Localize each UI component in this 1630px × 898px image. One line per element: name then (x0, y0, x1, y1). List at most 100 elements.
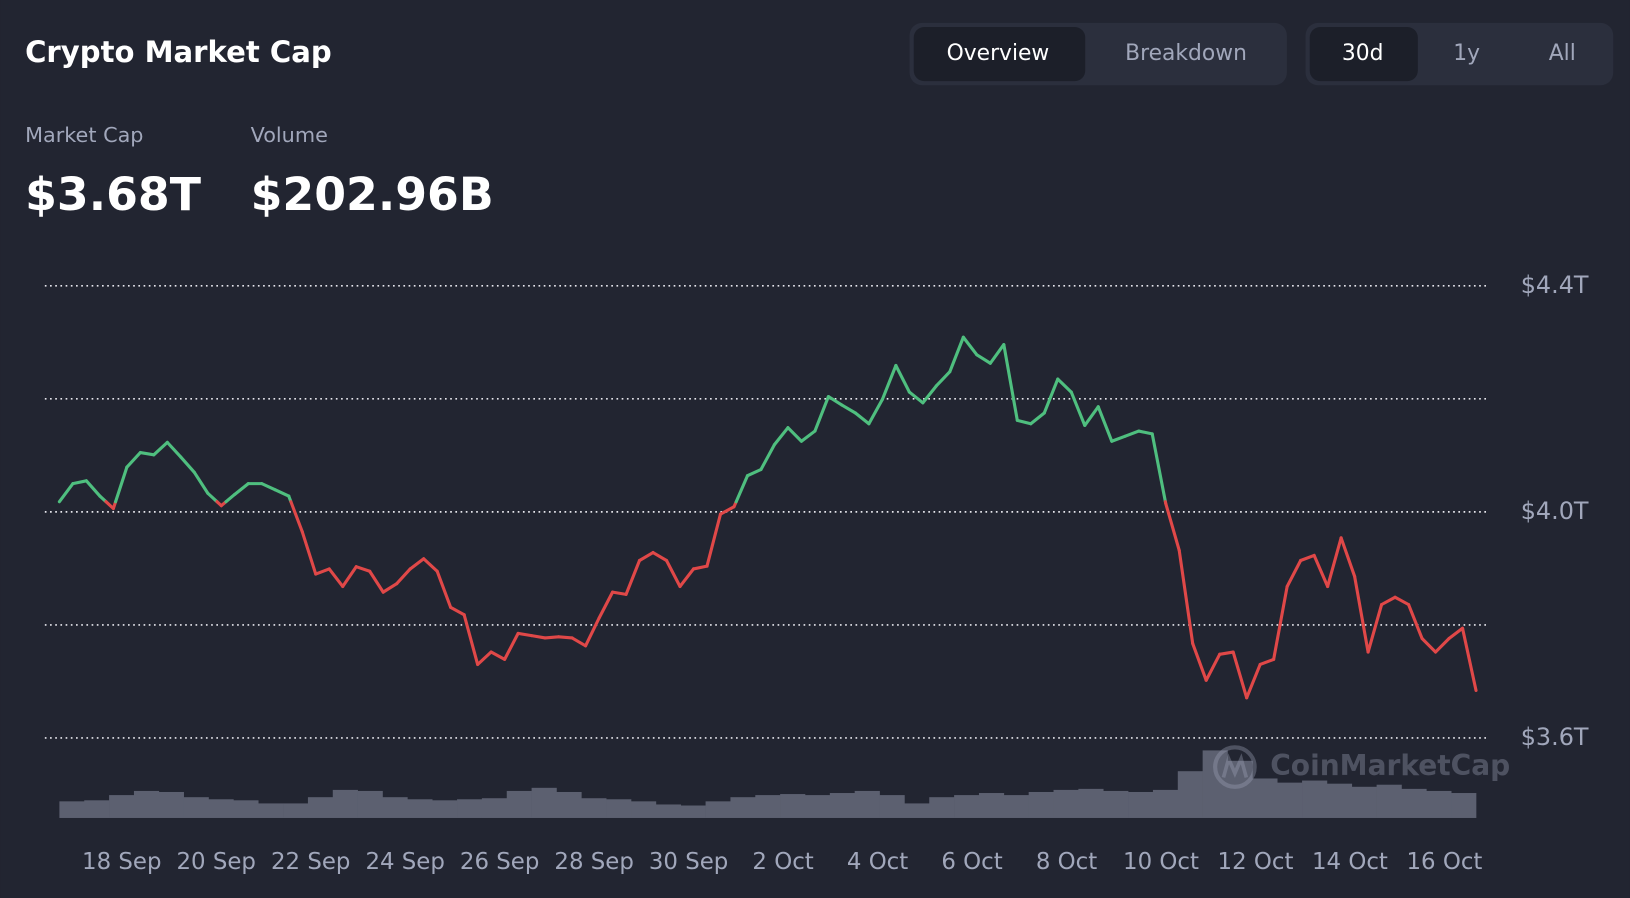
line-segment (1420, 636, 1438, 654)
line-segment (651, 551, 669, 563)
x-tick-label: 22 Sep (271, 849, 350, 875)
volume-bar (1053, 789, 1079, 818)
line-segment (1231, 650, 1249, 700)
range-button[interactable]: All (1549, 41, 1576, 66)
line-segment (637, 551, 655, 563)
volume-bar (705, 801, 731, 818)
line-segment (1366, 603, 1384, 654)
line-segment (1191, 642, 1208, 682)
line-segment (192, 470, 210, 495)
line-segment (867, 397, 884, 426)
volume-bar (1202, 750, 1228, 818)
volume-bar (1177, 771, 1203, 818)
volume-bar (1152, 789, 1179, 818)
line-segment (381, 582, 399, 594)
volume-bar (457, 799, 483, 818)
line-segment (516, 631, 534, 638)
line-segment (1002, 343, 1019, 422)
line-segment (907, 390, 925, 405)
range-button[interactable]: 1y (1453, 41, 1480, 66)
line-segment (354, 565, 372, 573)
plot: $3.6T $4.0T $4.4T 18 Sep 20 Sep 22 Sep 24 Sep 2… (44, 271, 1589, 875)
stat-label: Market Cap (25, 123, 143, 147)
line-segment (1110, 434, 1127, 443)
volume-bar (1103, 790, 1129, 818)
volume-bar (780, 794, 806, 818)
line-segment (961, 335, 979, 357)
volume-bar (59, 801, 85, 818)
line-segment (84, 479, 102, 498)
volume-bar (929, 797, 955, 818)
line-segment (1312, 553, 1330, 589)
volume-bar (158, 791, 184, 818)
line-segment (1326, 536, 1343, 589)
volume-bar (606, 799, 632, 818)
line-segment (1218, 650, 1235, 656)
tab[interactable]: Overview (947, 41, 1050, 66)
title: Crypto Market Cap (25, 35, 332, 69)
line-segment (584, 616, 601, 648)
volume-bar (133, 790, 160, 818)
line-segment (610, 590, 628, 596)
line-segment (1164, 501, 1181, 552)
watermark-logo (1213, 745, 1257, 789)
line-segment (1393, 595, 1411, 607)
line-segment (1285, 558, 1303, 589)
volume-bar (258, 803, 284, 818)
line-segment (114, 465, 129, 504)
volume-bar (1326, 783, 1353, 818)
line-segment (368, 569, 385, 594)
volume-bar (481, 798, 508, 818)
line-segment (975, 353, 992, 365)
line-segment (1096, 405, 1114, 443)
line-segment (894, 363, 911, 394)
volume-bar (904, 803, 930, 818)
volume-bar (283, 803, 309, 818)
line-segment (314, 567, 331, 576)
volume-bar (680, 805, 706, 818)
volume-bar (506, 790, 532, 818)
line-segment (1150, 432, 1167, 504)
tab[interactable]: Breakdown (1125, 41, 1247, 66)
volume-bar (1401, 788, 1427, 818)
line-segment (597, 590, 615, 620)
volume-bar (382, 797, 408, 818)
x-tick-label: 16 Oct (1406, 849, 1482, 875)
volume-bar (307, 797, 334, 818)
line-segment (1056, 377, 1073, 394)
x-tick-label: 20 Sep (177, 849, 256, 875)
x-tick-label: 6 Oct (941, 849, 1002, 875)
x-tick-label: 28 Sep (554, 849, 633, 875)
volume-bar (183, 797, 209, 818)
volume-bar (730, 797, 756, 818)
range-selected (1309, 27, 1418, 82)
x-tick-label: 24 Sep (365, 849, 444, 875)
line-segment (138, 450, 156, 457)
line-segment (799, 429, 817, 443)
line-segment (57, 482, 75, 504)
line-segment (624, 558, 642, 596)
line-segment (557, 635, 574, 640)
volume-bar (804, 795, 831, 818)
line-segment (786, 426, 803, 443)
x-tick-label: 26 Sep (460, 849, 539, 875)
line-segment (759, 443, 777, 472)
x-tick-label: 2 Oct (752, 849, 813, 875)
line-segment (341, 565, 358, 589)
volume-bar (556, 791, 582, 818)
line-segment (691, 564, 709, 571)
y-tick-label: $3.6T (1521, 723, 1589, 751)
line-segment (179, 455, 196, 474)
line-segment (462, 613, 480, 667)
line-segment (988, 343, 1006, 365)
line-segment (1245, 662, 1262, 700)
volume-bar (1351, 786, 1377, 818)
line-segment (435, 569, 453, 609)
line-segment (934, 370, 952, 388)
line-segment (1015, 418, 1033, 426)
line-segment (206, 491, 219, 504)
line-segment (1029, 411, 1046, 426)
line-segment (489, 650, 507, 661)
range-button[interactable]: 30d (1342, 41, 1384, 66)
